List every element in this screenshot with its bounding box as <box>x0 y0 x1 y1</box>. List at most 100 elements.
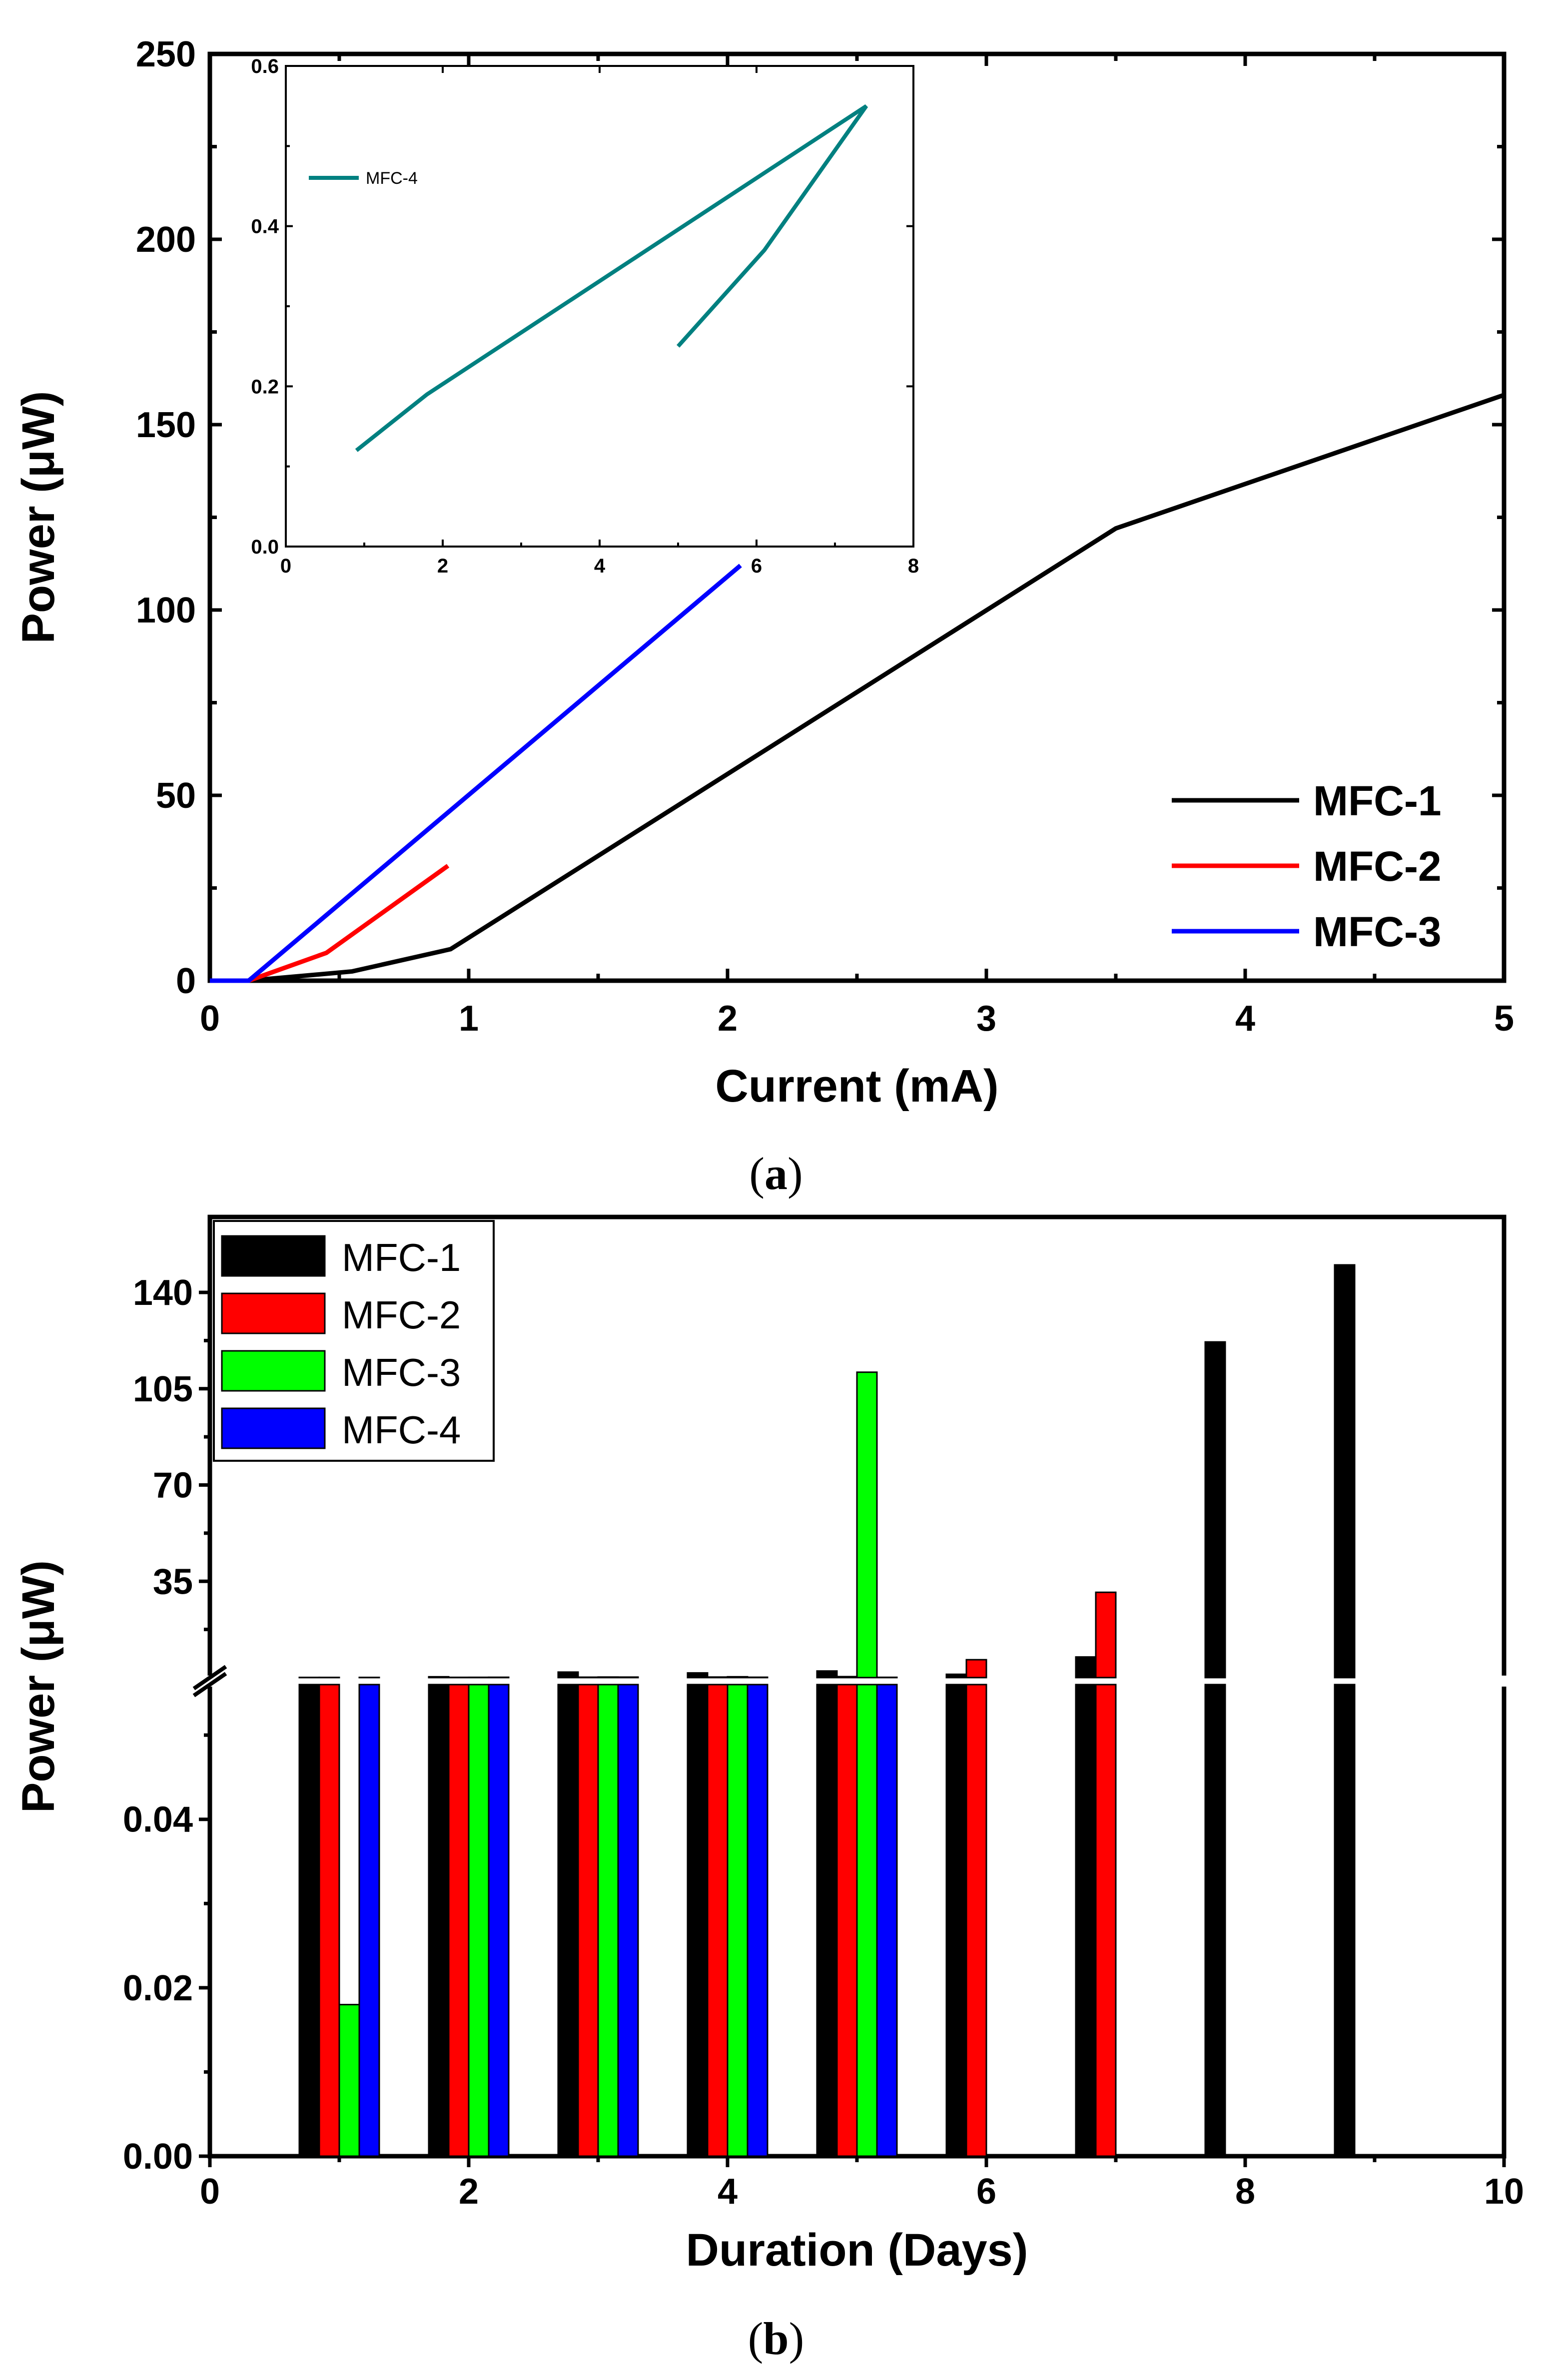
inset-x-tick-label: 8 <box>908 555 919 577</box>
bar-mfc-1-lower <box>945 1684 967 2157</box>
y-tick-label-a: 200 <box>136 220 196 260</box>
y-tick-label-upper-b: 35 <box>153 1562 193 1602</box>
bar-mfc-1-upper <box>1334 1264 1356 1679</box>
x-tick-label-a: 5 <box>1494 999 1514 1039</box>
x-tick-label-a: 3 <box>976 999 996 1039</box>
bar-mfc-3 <box>338 2004 360 2157</box>
y-tick-label-upper-b: 70 <box>153 1466 193 1506</box>
bar-mfc-1-upper <box>816 1670 838 1679</box>
series-line-mfc-2 <box>210 864 450 983</box>
x-tick-label-b: 10 <box>1484 2172 1524 2212</box>
x-tick-label-b: 8 <box>1235 2172 1255 2212</box>
bar-mfc-1-upper <box>1075 1656 1097 1679</box>
bar-mfc-2-lower <box>448 1684 470 2157</box>
legend-label-mfc-2: MFC-2 <box>1313 843 1442 890</box>
inset-x-tick-label: 0 <box>280 555 291 577</box>
inset-series-line-mfc-4 <box>355 104 868 452</box>
x-axis-title-a: Current (mA) <box>715 1061 998 1112</box>
bar-mfc-1-lower <box>1075 1684 1097 2157</box>
series-lines-a <box>210 393 1505 983</box>
bar-mfc-2-lower <box>836 1684 858 2157</box>
bar-mfc-1-lower <box>428 1684 450 2157</box>
legend-label-mfc-2: MFC-2 <box>342 1293 461 1337</box>
inset-plot: 0 2 4 6 8 0.0 0.2 0.4 0.6 MFC-4 <box>251 55 919 577</box>
bar-mfc-3-lower <box>727 1684 749 2157</box>
plot-frame-a <box>207 51 1507 983</box>
y-tick-label-upper-b: 140 <box>133 1273 193 1313</box>
axis-break-b <box>192 1665 1514 1698</box>
x-tick-label-a: 0 <box>200 999 220 1039</box>
bar-mfc-2-upper <box>577 1676 599 1679</box>
bar-mfc-4-lower <box>617 1684 639 2157</box>
legend-a: MFC-1 MFC-2 MFC-3 <box>1172 777 1442 955</box>
y-tick-label-lower-b: 0.02 <box>123 1968 193 2008</box>
bar-mfc-2-upper <box>836 1676 858 1679</box>
panel-b: 0 2 4 6 8 10 0.00 0.02 0.04 35 70 105 140 MFC-1 MFC-2… <box>13 1214 1524 2364</box>
legend-b: MFC-1 MFC-2 MFC-3 MFC-4 <box>213 1220 495 1462</box>
bar-mfc-4-lower <box>747 1684 769 2157</box>
axis-ticks-b: 0 2 4 6 8 10 0.00 0.02 0.04 35 70 105 140 <box>123 1273 1524 2212</box>
series-line-mfc-1 <box>210 393 1505 983</box>
legend-swatch-mfc-1 <box>221 1235 326 1277</box>
legend-label-mfc-1: MFC-1 <box>342 1235 461 1279</box>
axis-break-gap <box>212 1679 1499 1684</box>
bar-mfc-1-upper <box>428 1676 450 1679</box>
bar-mfc-3-upper <box>856 1371 878 1679</box>
bar-mfc-3-lower <box>468 1684 490 2157</box>
y-tick-label-a: 50 <box>156 776 196 816</box>
panel-caption-letter-b: b <box>763 2313 788 2364</box>
inset-y-tick-label: 0.4 <box>251 216 279 238</box>
axis-break-gap-right <box>1494 1676 1514 1687</box>
bar-mfc-3-upper <box>597 1676 619 1679</box>
bar-mfc-1-lower <box>1334 1684 1356 2157</box>
legend-swatch-mfc-2 <box>221 1292 326 1334</box>
bar-mfc-3-upper <box>727 1676 749 1679</box>
bar-mfc-2-lower <box>707 1684 729 2157</box>
bar-mfc-4-upper <box>488 1676 510 1679</box>
bar-mfc-1-lower <box>298 1684 320 2157</box>
series-line-mfc-3 <box>210 564 742 983</box>
bar-mfc-2-lower <box>1095 1684 1117 2157</box>
bar-mfc-2-lower <box>318 1684 340 2157</box>
bar-mfc-1-upper <box>557 1671 579 1679</box>
inset-y-tick-label: 0.0 <box>251 536 279 558</box>
bar-mfc-4-upper <box>876 1676 898 1679</box>
panel-caption-letter-a: a <box>765 1148 787 1199</box>
bar-mfc-2-upper <box>1095 1591 1117 1679</box>
axis-break-gap-left <box>200 1676 220 1687</box>
inset-y-tick-label: 0.6 <box>251 55 279 77</box>
legend-swatch-mfc-3 <box>221 1350 326 1392</box>
bar-mfc-1-lower <box>687 1684 709 2157</box>
x-tick-label-b: 2 <box>459 2172 479 2212</box>
x-tick-label-a: 1 <box>459 999 479 1039</box>
legend-label-mfc-1: MFC-1 <box>1313 777 1442 824</box>
y-tick-label-a: 250 <box>136 34 196 74</box>
bar-mfc-1-upper <box>687 1672 709 1679</box>
inset-x-tick-label: 6 <box>751 555 762 577</box>
bar-mfc-1-lower <box>816 1684 838 2157</box>
bar-mfc-2-lower <box>577 1684 599 2157</box>
x-tick-label-b: 0 <box>200 2172 220 2212</box>
bar-mfc-1-lower <box>1204 1684 1226 2157</box>
inset-y-tick-label: 0.2 <box>251 376 279 398</box>
axis-break-mark <box>192 1672 227 1698</box>
bar-mfc-4-upper <box>617 1676 639 1679</box>
y-tick-label-upper-b: 105 <box>133 1369 193 1409</box>
inset-x-tick-label: 2 <box>437 555 448 577</box>
bar-mfc-1-lower <box>557 1684 579 2157</box>
bar-mfc-2-upper <box>965 1659 987 1679</box>
bar-mfc-3-lower <box>597 1684 619 2157</box>
y-axis-title-a: Power (μW) <box>13 391 64 643</box>
bar-mfc-4-lower <box>358 1684 380 2157</box>
x-tick-label-a: 2 <box>718 999 738 1039</box>
x-tick-label-b: 6 <box>976 2172 996 2212</box>
y-tick-label-lower-b: 0.00 <box>123 2137 193 2177</box>
axis-break-mark <box>192 1665 227 1691</box>
bar-mfc-1-upper <box>945 1673 967 1679</box>
x-tick-label-b: 4 <box>718 2172 738 2212</box>
legend-label-mfc-3: MFC-3 <box>1313 908 1442 955</box>
bar-mfc-1-upper <box>1204 1341 1226 1679</box>
